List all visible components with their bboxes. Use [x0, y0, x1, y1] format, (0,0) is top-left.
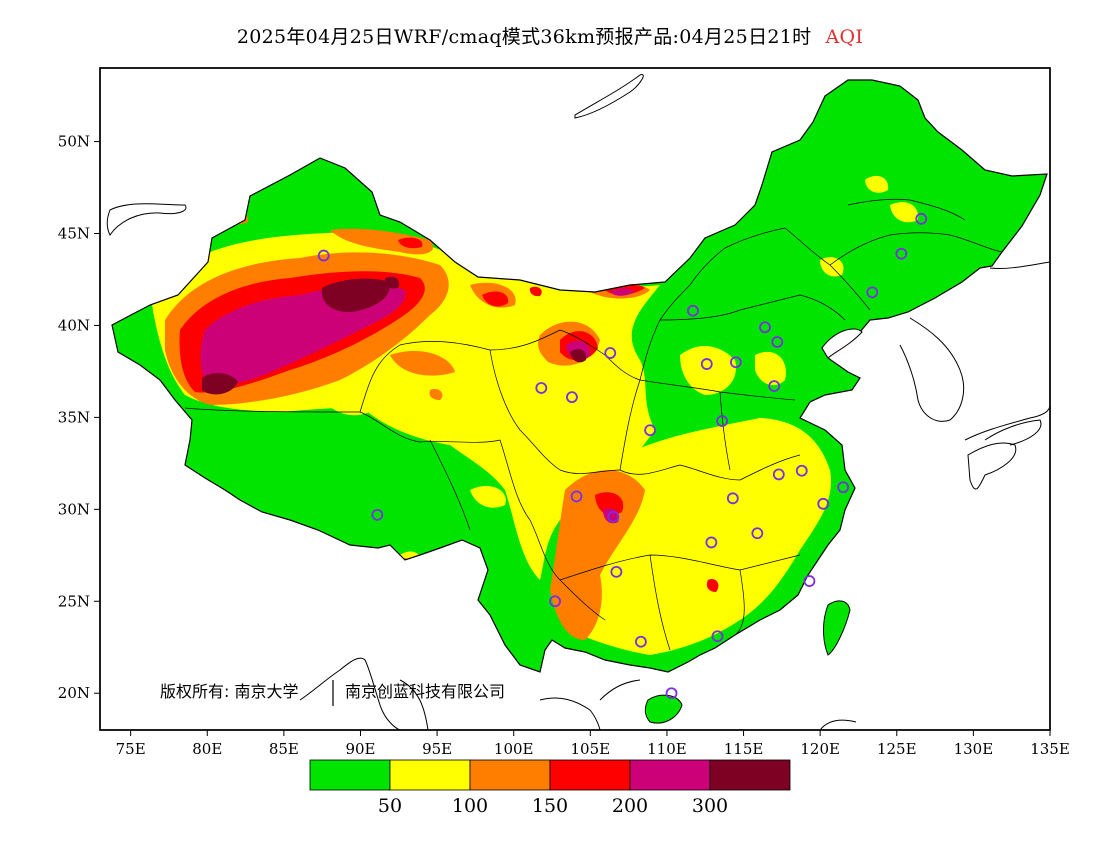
lon-tick-label: 135E	[1030, 740, 1070, 758]
neighbor-coastlines	[106, 74, 1050, 730]
latitude-axis: 20N 25N 30N 35N 40N 45N 50N	[58, 133, 100, 702]
lon-tick-label: 125E	[877, 740, 917, 758]
copyright-owner-2: 南京创蓝科技有限公司	[345, 682, 505, 701]
lon-tick-label: 105E	[571, 740, 611, 758]
station-marker	[549, 595, 561, 608]
station-marker	[644, 424, 656, 437]
station-marker	[570, 490, 583, 503]
province-boundaries	[184, 198, 1003, 651]
lon-tick-label: 75E	[116, 740, 146, 758]
lon-tick-label: 95E	[422, 740, 452, 758]
station-marker	[610, 565, 623, 578]
station-marker	[726, 492, 739, 505]
bohai-sea	[821, 328, 863, 359]
map-border	[99, 67, 1051, 731]
lon-tick-label: 120E	[800, 740, 840, 758]
station-marker	[607, 510, 620, 523]
colorbar-label: 50	[378, 795, 402, 817]
station-marker	[751, 527, 764, 540]
lat-tick-label: 35N	[58, 408, 90, 426]
colorbar-label: 200	[612, 795, 648, 817]
longitude-axis: 75E 80E 85E 90E 95E 100E 105E 110E 115E 120E 125E 1…	[116, 730, 1070, 758]
station-marker	[716, 415, 728, 427]
station-marker	[566, 391, 578, 404]
colorbar-label: 100	[452, 795, 488, 817]
colorbar-swatch	[309, 759, 391, 791]
station-marker	[535, 382, 548, 394]
lon-tick-label: 110E	[647, 740, 687, 758]
lat-tick-label: 45N	[58, 225, 90, 243]
map-title: 2025年04月25日WRF/cmaq模式36km预报产品:04月25日21时 A…	[0, 22, 1100, 49]
country-outline	[111, 79, 1048, 673]
colorbar-swatch	[709, 759, 791, 791]
colorbar-swatch	[629, 759, 711, 791]
aqi-colorbar: 50 100 150 200 300	[309, 759, 791, 817]
station-marker	[915, 212, 928, 225]
station-marker	[700, 358, 713, 370]
lon-tick-label: 85E	[269, 740, 299, 758]
station-marker	[817, 497, 830, 510]
lat-tick-label: 50N	[58, 133, 90, 151]
colorbar-swatch	[549, 759, 631, 791]
station-marker	[771, 336, 784, 348]
aqi-level-hazardous	[202, 276, 587, 395]
station-marker	[687, 304, 699, 317]
station-marker	[895, 247, 908, 260]
station-marker	[665, 687, 678, 700]
station-marker	[371, 508, 384, 521]
lat-tick-label: 25N	[58, 592, 90, 610]
station-marker	[795, 464, 808, 477]
station-marker	[803, 575, 816, 587]
station-marker	[837, 481, 850, 494]
station-marker	[729, 356, 742, 369]
lon-tick-label: 90E	[345, 740, 375, 758]
colorbar-swatch	[469, 759, 551, 791]
lat-tick-label: 20N	[58, 684, 90, 702]
station-marker	[604, 347, 617, 359]
lat-tick-label: 40N	[58, 316, 90, 334]
lon-tick-label: 80E	[192, 740, 222, 758]
lon-tick-label: 100E	[494, 740, 534, 758]
station-marker	[705, 536, 718, 549]
colorbar-label: 150	[532, 795, 568, 817]
title-variable: AQI	[825, 26, 864, 48]
lon-tick-label: 115E	[724, 740, 764, 758]
lon-tick-label: 130E	[954, 740, 994, 758]
station-markers	[317, 212, 928, 700]
title-main: 2025年04月25日WRF/cmaq模式36km预报产品:04月25日21时	[236, 26, 812, 48]
station-marker	[634, 635, 647, 648]
colorbar-swatch	[389, 759, 471, 791]
colorbar-label: 300	[692, 795, 728, 817]
lat-tick-label: 30N	[58, 500, 90, 518]
station-marker	[866, 286, 879, 299]
station-marker	[772, 468, 785, 481]
station-marker	[711, 630, 724, 643]
station-marker	[768, 380, 781, 393]
copyright-owner-1: 版权所有: 南京大学	[160, 682, 298, 701]
station-marker	[317, 249, 330, 262]
station-marker	[759, 321, 771, 334]
